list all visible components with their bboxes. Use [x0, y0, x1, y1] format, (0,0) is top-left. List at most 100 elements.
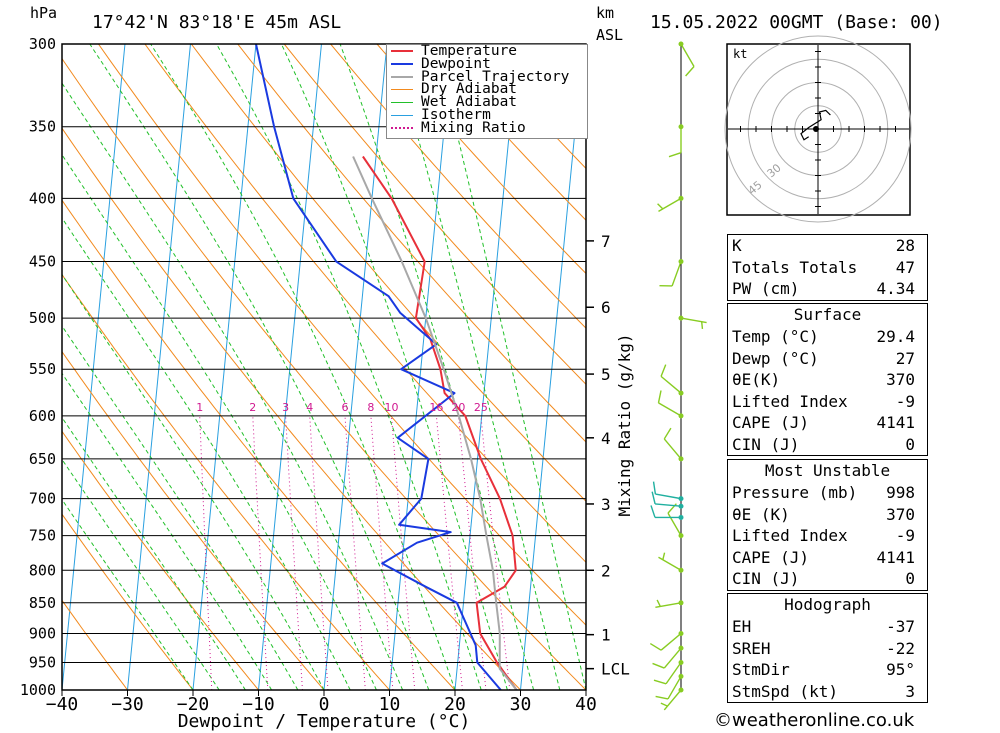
wind-barb [649, 630, 684, 651]
surface-label: CIN (J) [732, 434, 800, 454]
legend-swatch [391, 89, 413, 91]
wind-barb-staff [655, 493, 682, 500]
surface-value: 29.4 [876, 327, 915, 346]
wind-barb-dot [678, 496, 684, 502]
mixing-ratio-label: 3 [282, 401, 289, 414]
wind-barb-flag [700, 321, 704, 330]
hodo-label: SREH [732, 638, 771, 658]
mu-label: CIN (J) [732, 569, 800, 588]
mu-value: 0 [905, 569, 915, 588]
height-tick-label: 3 [601, 495, 611, 514]
mu-label: Lifted Index [732, 526, 848, 545]
surface-label: θE(K) [732, 370, 781, 389]
dry-adiabat-line [62, 273, 390, 690]
wind-barb-staff [658, 556, 682, 571]
wind-barb [660, 364, 684, 396]
wind-barb [655, 673, 684, 700]
mixing-ratio-line [344, 415, 366, 690]
datetime-title: 15.05.2022 00GMT (Base: 00) [650, 12, 943, 33]
legend-swatch [391, 127, 413, 130]
mu-row: CIN (J) 0 [728, 568, 927, 590]
wet-adiabat-line [62, 458, 220, 690]
temperature-tick-label: 0 [319, 694, 330, 715]
wind-barb-flag [657, 203, 664, 210]
index-row-totals: Totals Totals 47 [728, 257, 927, 279]
temperature-tick-label: 10 [379, 694, 401, 715]
wind-barb-staff [667, 676, 682, 700]
surface-row: θE(K) 370 [728, 369, 927, 391]
isotherm-line [62, 44, 126, 690]
hodo-value: -22 [886, 638, 915, 658]
height-tick-label: 4 [601, 429, 611, 448]
wind-barb-dot [678, 124, 684, 130]
legend-item-isotherm: Isotherm [387, 106, 587, 123]
mu-label: θE (K) [732, 504, 790, 524]
wind-barb-dot [678, 413, 684, 419]
wind-barb [655, 599, 684, 609]
wind-barb-flag [660, 702, 668, 707]
wind-barb [651, 491, 684, 509]
isotherm-line [389, 44, 453, 690]
wind-barb-flag [657, 390, 662, 404]
mu-row: CAPE (J) 4141 [728, 547, 927, 569]
temperature-tick-label: 30 [510, 694, 532, 715]
mixing-ratio-line [285, 415, 303, 690]
hodo-value: 95° [886, 660, 915, 679]
indices-table: K 28 Totals Totals 47 PW (cm) 4.34 [727, 234, 928, 301]
hodo-row: StmSpd (kt) 3 [728, 681, 927, 703]
surface-row: Lifted Index -9 [728, 391, 927, 413]
pressure-tick-label: 850 [29, 594, 56, 612]
wind-barb [663, 427, 684, 462]
wind-barb-dot [678, 673, 684, 679]
surface-row: Temp (°C) 29.4 [728, 326, 927, 348]
pressure-tick-label: 600 [29, 407, 56, 425]
isotherm-line [127, 44, 191, 690]
wind-barb [658, 552, 684, 573]
hodo-row: StmDir 95° [728, 659, 927, 681]
pressure-tick-label: 550 [29, 360, 56, 378]
pressure-tick-label: 800 [29, 561, 56, 579]
index-label: Totals Totals [732, 257, 858, 277]
wind-barb-dot [678, 645, 684, 651]
most-unstable-title: Most Unstable [728, 459, 927, 482]
surface-row: Dewp (°C) 27 [728, 348, 927, 370]
wet-adiabat-line [89, 44, 430, 690]
legend-label: Isotherm [421, 106, 491, 123]
pressure-tick-label: 1000 [20, 681, 56, 699]
height-tick-label: 5 [601, 365, 611, 384]
wet-adiabat-line [62, 153, 377, 690]
wet-adiabat-line [62, 82, 404, 690]
wind-barb-staff [660, 632, 682, 651]
isotherm-line [323, 44, 388, 690]
surface-value: 370 [886, 370, 915, 389]
hodograph-title: Hodograph [728, 593, 927, 616]
wind-barb [660, 687, 684, 711]
wind-barb-staff [655, 503, 682, 507]
pressure-tick-label: 400 [29, 189, 56, 207]
legend-swatch [391, 50, 413, 53]
legend-swatch [391, 63, 413, 66]
legend-item-mixing-ratio: Mixing Ratio [387, 121, 587, 135]
temperature-tick-label: −40 [46, 694, 79, 715]
index-row-k: K 28 [728, 235, 927, 257]
temperature-tick-label: −10 [242, 694, 275, 715]
parcel-line [352, 156, 518, 690]
mixing-ratio-label: 6 [341, 401, 348, 414]
temperature-tick-label: 20 [444, 694, 466, 715]
height-tick-label: 2 [601, 561, 611, 580]
wind-barb-flag [652, 481, 657, 495]
index-value: 47 [895, 257, 915, 277]
height-tick-label: LCL [601, 660, 630, 679]
wind-barb [657, 390, 684, 419]
wind-barb-dot [678, 456, 684, 462]
mixing-ratio-label: 2 [249, 401, 256, 414]
dry-adiabat-line [62, 199, 456, 690]
dry-adiabat-line [330, 44, 586, 329]
dry-adiabat-line [62, 599, 128, 690]
most-unstable-table: Most Unstable Pressure (mb) 998 θE (K) 370… [727, 459, 928, 591]
surface-value: -9 [895, 391, 915, 411]
temperature-tick-label: −30 [111, 694, 144, 715]
legend-label: Parcel Trajectory [421, 68, 570, 85]
wind-barb [652, 481, 684, 502]
